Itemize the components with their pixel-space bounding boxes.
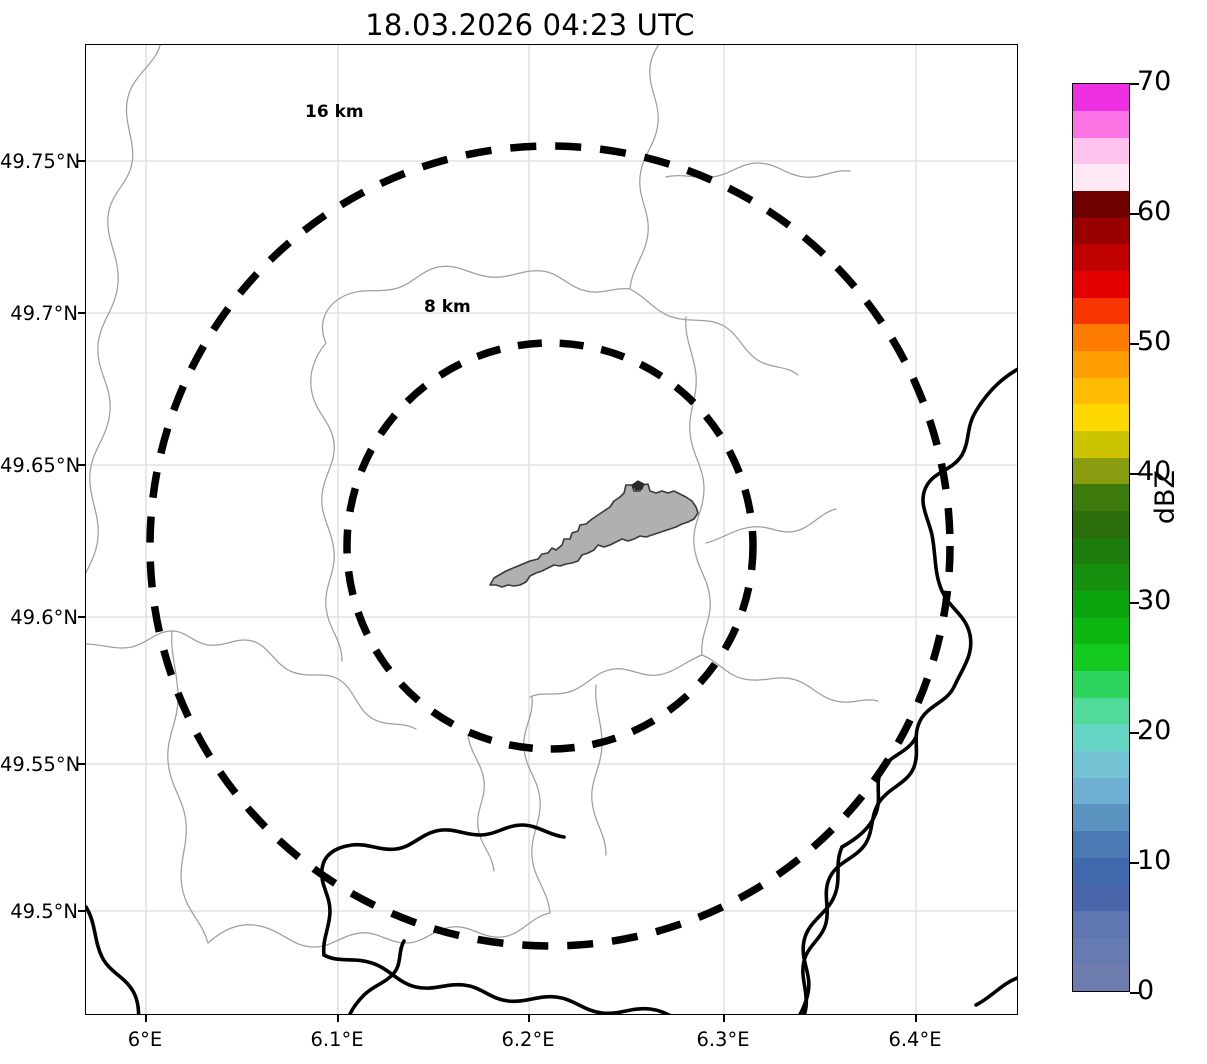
colorbar-tick-label: 20 [1137,715,1172,746]
y-tick-mark [78,763,85,765]
colorbar-band [1073,217,1129,245]
colorbar-band [1073,430,1129,458]
admin-boundaries [86,45,879,948]
colorbar-band [1073,937,1129,965]
colorbar-band [1073,484,1129,511]
colorbar-band [1073,457,1129,485]
colorbar-tick-label: 10 [1137,845,1172,876]
x-tick-label: 6.2°E [501,1028,555,1051]
x-tick-mark [915,1015,917,1022]
urban-area-polygon [489,480,699,588]
colorbar-band [1073,644,1129,671]
colorbar-tick-label: 30 [1137,585,1172,616]
colorbar-tick-label: 0 [1137,975,1155,1006]
y-tick-label: 49.7°N [10,302,78,325]
x-tick-mark [528,1015,530,1022]
colorbar-band [1073,84,1129,111]
map-svg [86,45,1017,1014]
y-tick-mark [78,616,85,618]
gridlines [86,45,1017,1014]
colorbar-band [1073,270,1129,298]
colorbar-band [1073,510,1129,538]
colorbar-band [1073,297,1129,325]
colorbar-band [1073,244,1129,271]
colorbar-band [1073,137,1129,165]
colorbar-tick-mark [1130,732,1139,734]
colorbar-band [1073,564,1129,591]
range-ring-label-8km: 8 km [424,297,471,317]
y-tick-label: 49.6°N [10,606,78,629]
range-ring-8km [343,339,757,753]
colorbar-band [1073,830,1129,858]
colorbar-band [1073,857,1129,885]
range-ring-16km [146,142,954,950]
colorbar-tick-mark [1130,83,1139,85]
range-ring-label-16km: 16 km [305,102,364,122]
colorbar-band [1073,804,1129,831]
colorbar-band [1073,190,1129,218]
x-tick-label: 6.3°E [696,1028,750,1051]
colorbar-tick-mark [1130,862,1139,864]
x-tick-mark [145,1015,147,1022]
x-tick-label: 6°E [127,1028,163,1051]
colorbar-band [1073,670,1129,698]
colorbar-tick-mark [1130,473,1139,475]
colorbar-band [1073,350,1129,378]
colorbar-tick-label: 40 [1137,456,1172,487]
colorbar-band [1073,164,1129,191]
colorbar-tick-mark [1130,602,1139,604]
colorbar-band [1073,404,1129,431]
colorbar[interactable] [1072,83,1130,992]
colorbar-band [1073,724,1129,751]
colorbar-tick-mark [1130,343,1139,345]
colorbar-band [1073,537,1129,565]
country-borders [86,367,1017,1014]
colorbar-band [1073,777,1129,805]
colorbar-band [1073,590,1129,618]
y-tick-mark [78,160,85,162]
colorbar-tick-label: 70 [1137,66,1172,97]
x-tick-mark [337,1015,339,1022]
colorbar-band [1073,110,1129,138]
colorbar-band [1073,697,1129,725]
y-tick-mark [78,464,85,466]
colorbar-band [1073,964,1129,991]
y-tick-mark [78,910,85,912]
y-tick-label: 49.75°N [0,150,81,173]
x-tick-mark [723,1015,725,1022]
colorbar-tick-mark [1130,213,1139,215]
range-rings [146,142,954,950]
y-tick-mark [78,312,85,314]
page-title: 18.03.2026 04:23 UTC [365,8,695,42]
colorbar-tick-label: 50 [1137,326,1172,357]
colorbar-band [1073,750,1129,778]
map-plot-area[interactable]: 16 km 8 km [85,44,1018,1015]
y-tick-label: 49.55°N [0,753,81,776]
colorbar-tick-label: 60 [1137,196,1172,227]
colorbar-band [1073,377,1129,405]
x-tick-label: 6.1°E [310,1028,364,1051]
colorbar-axis-label: dBZ [1150,470,1181,525]
x-tick-label: 6.4°E [888,1028,942,1051]
colorbar-band [1073,910,1129,938]
colorbar-band [1073,617,1129,645]
colorbar-tick-mark [1130,992,1139,994]
colorbar-band [1073,324,1129,351]
y-tick-label: 49.65°N [0,454,81,477]
y-tick-label: 49.5°N [10,900,78,923]
colorbar-band [1073,884,1129,911]
